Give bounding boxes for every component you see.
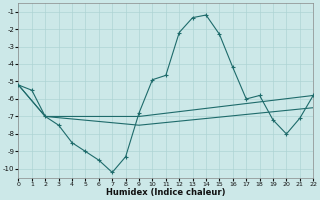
X-axis label: Humidex (Indice chaleur): Humidex (Indice chaleur): [106, 188, 226, 197]
